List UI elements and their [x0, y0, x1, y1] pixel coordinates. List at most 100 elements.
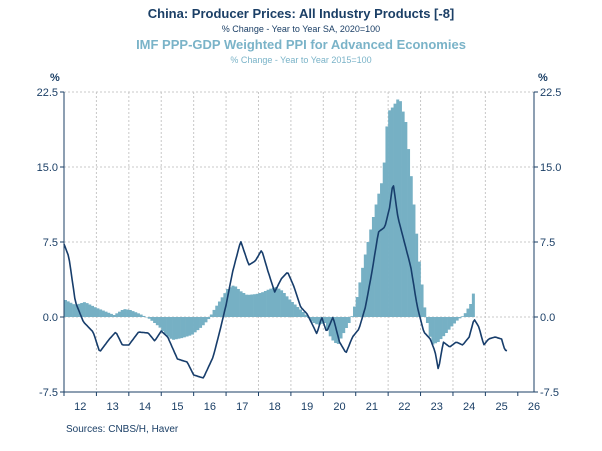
bar [201, 317, 205, 326]
bar [363, 254, 367, 317]
bar [461, 316, 465, 317]
bar [452, 317, 456, 324]
bar [299, 309, 303, 317]
chart-title: China: Producer Prices: All Industry Pro… [147, 6, 455, 21]
bar [253, 294, 257, 317]
x-tick-label: 25 [495, 401, 507, 413]
x-tick-label: 18 [269, 401, 281, 413]
bar [428, 317, 432, 337]
bar [139, 314, 143, 317]
bar [301, 312, 305, 317]
bar [104, 311, 108, 317]
bar [304, 314, 308, 317]
bar [147, 317, 151, 319]
bar [163, 317, 167, 335]
bar [407, 149, 411, 317]
bar [296, 307, 300, 317]
bar [377, 193, 381, 317]
y-tick-label-left: 22.5 [37, 87, 58, 99]
bar [331, 317, 335, 341]
bar [91, 305, 95, 317]
bar [415, 233, 419, 317]
x-tick-label: 24 [463, 401, 475, 413]
bar [109, 313, 113, 317]
bar [212, 309, 216, 317]
bar [126, 309, 130, 317]
bar [101, 310, 105, 317]
x-tick-label: 19 [301, 401, 313, 413]
bar [128, 310, 132, 317]
bar [420, 284, 424, 317]
bar [172, 317, 176, 340]
bar [282, 293, 286, 317]
bar [239, 291, 243, 317]
bar [255, 293, 259, 317]
y-tick-label-left: 7.5 [43, 237, 58, 249]
bar [217, 301, 221, 317]
bar [263, 291, 267, 317]
bar [350, 316, 354, 317]
bar [450, 317, 454, 327]
bar [326, 317, 330, 330]
bar [236, 289, 240, 317]
bar [447, 317, 451, 330]
y-tick-label-right: 0.0 [540, 312, 555, 324]
bar [442, 317, 446, 337]
bar [398, 101, 402, 318]
bar [209, 314, 213, 317]
bar [434, 317, 438, 344]
series2-title: IMF PPP-GDP Weighted PPI for Advanced Ec… [136, 37, 466, 52]
bar [193, 317, 197, 333]
bar [153, 317, 157, 323]
x-tick-label: 26 [528, 401, 540, 413]
bar [99, 309, 103, 317]
bar [290, 302, 294, 317]
bar [280, 290, 284, 317]
bar [358, 282, 362, 317]
bar [469, 304, 473, 317]
bar [136, 313, 140, 317]
bar [347, 317, 351, 323]
series-line-china-ppi [63, 185, 508, 379]
bar [96, 308, 100, 317]
bar [204, 317, 208, 323]
bar [444, 317, 448, 333]
bar [439, 317, 443, 340]
y-tick-label-right: 7.5 [540, 237, 555, 249]
bar [188, 317, 192, 336]
bar [344, 317, 348, 328]
bar [258, 293, 262, 317]
y-tick-label-left: 0.0 [43, 312, 58, 324]
bar [88, 304, 92, 317]
bar [80, 303, 84, 317]
bar [158, 317, 162, 328]
bar [266, 289, 270, 317]
bar [85, 303, 89, 317]
bar [382, 162, 386, 317]
bar [312, 317, 316, 323]
bar [366, 242, 370, 317]
bar [355, 297, 359, 317]
bar [288, 299, 292, 317]
bar [374, 204, 378, 317]
source-note: Sources: CNBS/H, Haver [66, 424, 179, 435]
bar [388, 110, 392, 317]
bar [185, 317, 189, 337]
bar [458, 317, 462, 319]
bar [269, 288, 273, 317]
bar [250, 294, 254, 317]
bar [390, 107, 394, 317]
bar [396, 99, 400, 317]
x-tick-label: 23 [431, 401, 443, 413]
bar [155, 317, 159, 326]
x-tick-label: 17 [236, 401, 248, 413]
bar [220, 297, 224, 317]
bar [247, 294, 251, 317]
bar [369, 229, 373, 317]
bar [66, 301, 70, 317]
bar [271, 287, 275, 317]
bar [471, 293, 475, 317]
bar [463, 313, 467, 317]
y-tick-label-right: -7.5 [540, 387, 559, 399]
